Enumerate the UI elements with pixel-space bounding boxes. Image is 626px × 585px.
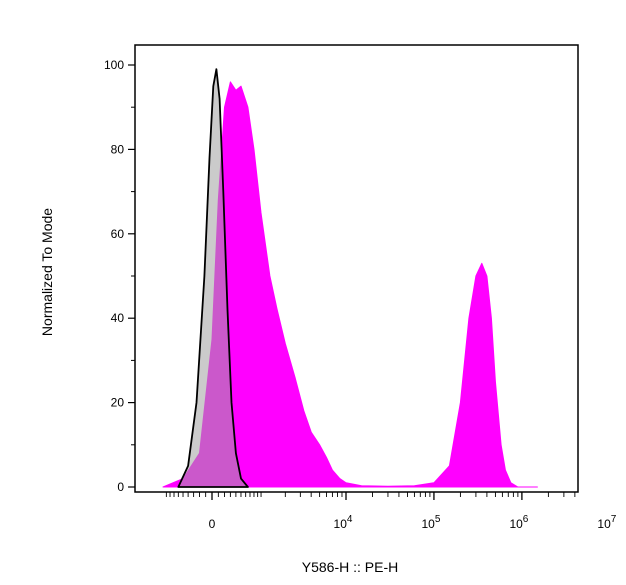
histogram-series-2 [177,68,249,488]
x-axis: 0 104 105 106 107 [165,492,617,531]
x-tick-label: 107 [597,514,616,531]
y-tick-label: 60 [111,227,125,241]
x-tick-label: 104 [334,514,353,531]
x-axis-title: Y586-H :: PE-H [302,559,398,575]
y-tick-label: 80 [111,142,125,156]
y-axis-title: Normalized To Mode [39,208,55,336]
y-tick-label: 0 [117,480,124,494]
y-tick-label: 100 [104,58,124,72]
y-axis: 0 20 40 60 80 100 [104,58,135,494]
x-tick-label: 105 [421,514,440,531]
y-tick-label: 20 [111,396,125,410]
x-tick-label: 106 [509,514,528,531]
histogram-series-1 [162,81,538,488]
y-tick-label: 40 [111,311,125,325]
plot-frame [134,44,579,493]
x-tick-label: 0 [209,517,216,531]
histogram-fills [162,68,538,488]
